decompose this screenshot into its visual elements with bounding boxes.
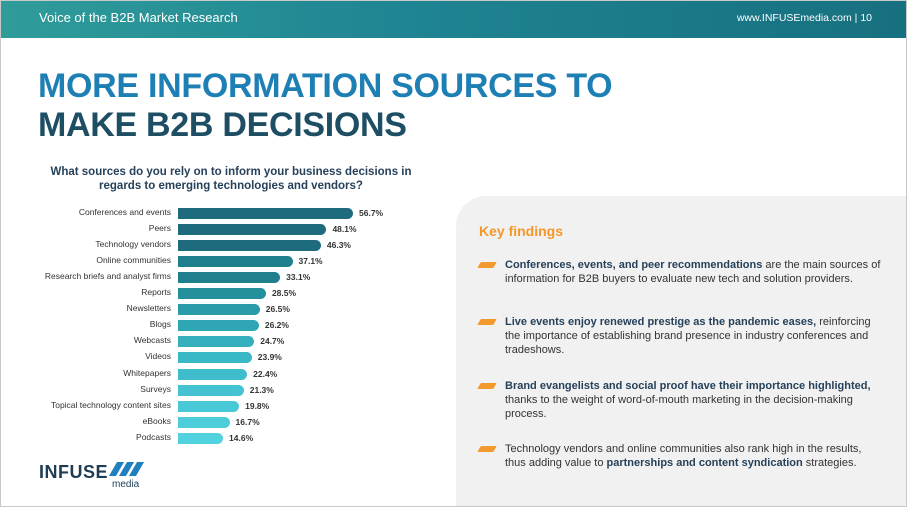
category-label: Technology vendors [95,239,171,250]
value-label: 21.3% [249,384,274,395]
bar [178,400,240,412]
bar [178,272,281,284]
value-label: 24.7% [260,336,285,347]
page-title-line2: MAKE B2B DECISIONS [38,106,407,144]
bar [178,320,259,332]
bar [178,256,293,268]
bar [178,352,252,364]
value-label: 19.8% [245,400,270,411]
bar [178,240,321,252]
page-title: MORE INFORMATION SOURCES TO MAKE B2B DEC… [38,67,613,145]
value-label: 22.4% [253,368,278,379]
bar [178,432,224,444]
page-title-line1: MORE INFORMATION SOURCES TO [38,67,613,105]
category-label: Reports [141,287,171,298]
value-label: 26.5% [265,304,290,315]
logo-subword: media [112,479,140,490]
value-label: 48.1% [332,224,357,235]
category-label: Conferences and events [78,207,171,217]
category-label: Online communities [96,255,171,266]
bar [178,336,255,348]
value-label: 14.6% [229,432,254,443]
value-label: 37.1% [298,256,323,267]
bar [178,304,260,316]
key-findings-title: Key findings [479,223,564,239]
category-label: Research briefs and analyst firms [44,271,171,282]
category-label: eBooks [142,415,171,426]
header-page-info: www.INFUSEmedia.com | 10 [736,12,872,24]
category-label: Webcasts [133,335,171,346]
logo-wordmark: INFUSE [39,462,109,482]
category-label: Topical technology content sites [50,399,171,410]
header-title: Voice of the B2B Market Research [39,10,238,25]
header-bar: Voice of the B2B Market Research www.INF… [1,1,906,38]
logo-stripes-icon [108,462,145,476]
finding-text: Conferences, events, and peer recommenda… [505,259,881,285]
category-label: Blogs [149,319,171,330]
bar [178,368,248,380]
category-label: Newsletters [126,303,171,314]
bar [178,416,230,428]
category-label: Podcasts [136,431,171,442]
value-label: 26.2% [264,320,289,331]
finding-text: Technology vendors and online communitie… [505,443,862,469]
category-label: Whitepapers [123,367,171,378]
bar [178,224,327,236]
bar [178,288,266,300]
finding-text: Live events enjoy renewed prestige as th… [505,316,871,356]
chart-title: What sources do you rely on to inform yo… [50,166,412,192]
category-label: Videos [145,351,171,362]
value-label: 16.7% [235,416,260,427]
category-label: Surveys [140,383,171,394]
bar-chart: Conferences and events 56.7% Peers 48.1% Tec… [1,201,461,451]
bar [178,384,244,396]
value-label: 33.1% [286,272,311,283]
bar [178,208,353,219]
value-label: 28.5% [271,288,297,299]
value-label: 56.7% [359,208,384,218]
key-findings-panel [456,196,906,506]
value-label: 23.9% [257,352,282,363]
value-label: 46.3% [326,240,351,251]
infuse-logo: INFUSE media [39,462,145,490]
category-label: Peers [148,223,171,234]
finding-text: Brand evangelists and social proof have … [505,380,871,420]
